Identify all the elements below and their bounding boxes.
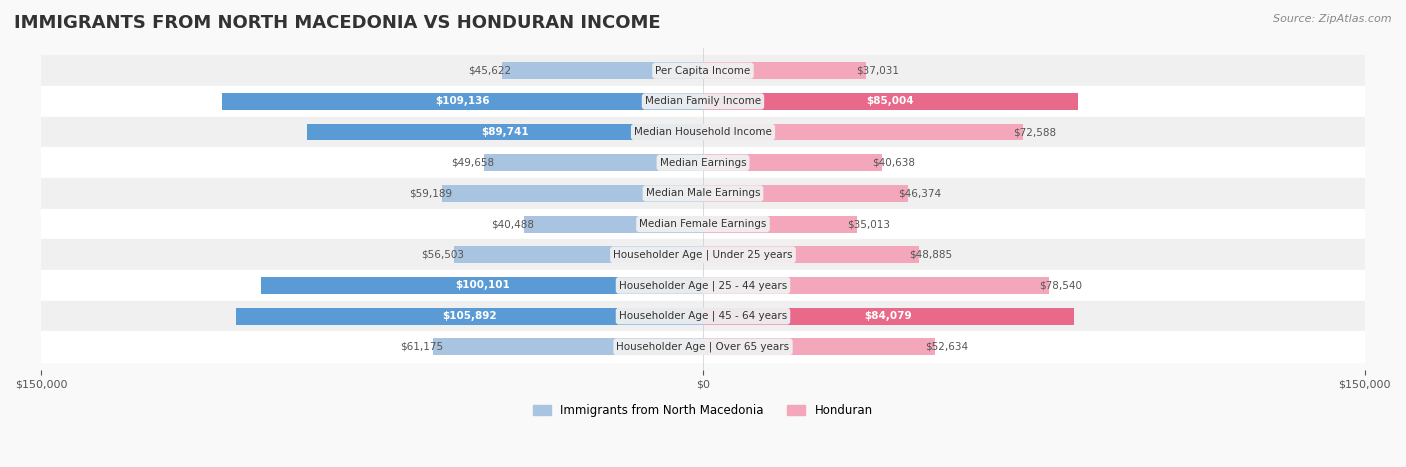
Bar	[703, 62, 866, 79]
Bar	[41, 209, 1365, 240]
Text: Per Capita Income: Per Capita Income	[655, 66, 751, 76]
Text: $100,101: $100,101	[454, 281, 509, 290]
Bar	[703, 93, 1078, 110]
Text: $40,638: $40,638	[872, 158, 915, 168]
Bar	[262, 277, 703, 294]
Text: $72,588: $72,588	[1014, 127, 1056, 137]
Text: Householder Age | Under 25 years: Householder Age | Under 25 years	[613, 249, 793, 260]
Text: IMMIGRANTS FROM NORTH MACEDONIA VS HONDURAN INCOME: IMMIGRANTS FROM NORTH MACEDONIA VS HONDU…	[14, 14, 661, 32]
Text: $105,892: $105,892	[441, 311, 496, 321]
Text: $37,031: $37,031	[856, 66, 900, 76]
Text: $56,503: $56,503	[420, 250, 464, 260]
Text: $52,634: $52,634	[925, 342, 969, 352]
Text: $45,622: $45,622	[468, 66, 512, 76]
Text: $40,488: $40,488	[491, 219, 534, 229]
Bar	[41, 56, 1365, 86]
Bar	[222, 93, 703, 110]
Bar	[524, 216, 703, 233]
Text: $46,374: $46,374	[897, 188, 941, 198]
Bar	[41, 148, 1365, 178]
Text: $59,189: $59,189	[409, 188, 451, 198]
Bar	[703, 246, 918, 263]
Text: Median Household Income: Median Household Income	[634, 127, 772, 137]
Bar	[703, 308, 1074, 325]
Text: $78,540: $78,540	[1039, 281, 1083, 290]
Bar	[41, 178, 1365, 209]
Text: $109,136: $109,136	[434, 96, 489, 106]
Text: $35,013: $35,013	[848, 219, 890, 229]
Text: Median Male Earnings: Median Male Earnings	[645, 188, 761, 198]
Bar	[41, 270, 1365, 301]
Bar	[41, 117, 1365, 148]
Bar	[41, 301, 1365, 332]
Text: Householder Age | Over 65 years: Householder Age | Over 65 years	[616, 341, 790, 352]
Text: $85,004: $85,004	[866, 96, 914, 106]
Bar	[41, 240, 1365, 270]
Text: Median Earnings: Median Earnings	[659, 158, 747, 168]
Text: Householder Age | 45 - 64 years: Householder Age | 45 - 64 years	[619, 311, 787, 321]
Bar	[703, 277, 1049, 294]
Text: $49,658: $49,658	[451, 158, 494, 168]
Text: $48,885: $48,885	[908, 250, 952, 260]
Bar	[41, 332, 1365, 362]
Bar	[307, 124, 703, 141]
Text: $84,079: $84,079	[865, 311, 912, 321]
Text: $89,741: $89,741	[481, 127, 529, 137]
Bar	[703, 154, 883, 171]
Text: Householder Age | 25 - 44 years: Householder Age | 25 - 44 years	[619, 280, 787, 290]
Text: Source: ZipAtlas.com: Source: ZipAtlas.com	[1274, 14, 1392, 24]
Bar	[703, 124, 1024, 141]
Bar	[433, 339, 703, 355]
Bar	[454, 246, 703, 263]
Bar	[502, 62, 703, 79]
Bar	[441, 185, 703, 202]
Text: Median Female Earnings: Median Female Earnings	[640, 219, 766, 229]
Bar	[703, 339, 935, 355]
Bar	[236, 308, 703, 325]
Text: $61,175: $61,175	[399, 342, 443, 352]
Bar	[484, 154, 703, 171]
Bar	[41, 86, 1365, 117]
Legend: Immigrants from North Macedonia, Honduran: Immigrants from North Macedonia, Hondura…	[529, 399, 877, 422]
Bar	[703, 185, 908, 202]
Text: Median Family Income: Median Family Income	[645, 96, 761, 106]
Bar	[703, 216, 858, 233]
